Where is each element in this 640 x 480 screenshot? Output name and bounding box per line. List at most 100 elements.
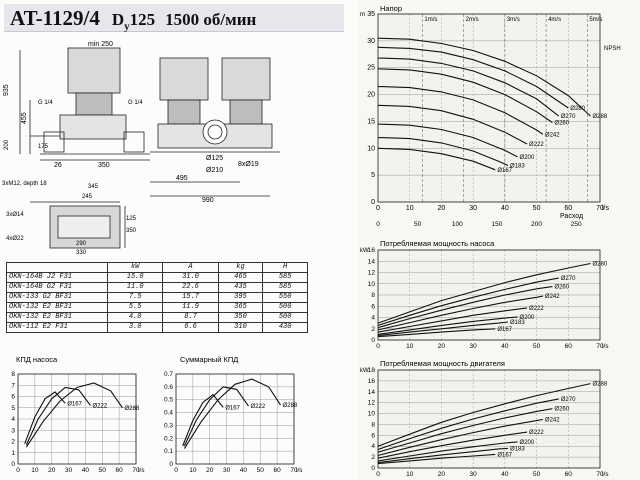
dim-345: 345 xyxy=(88,184,99,190)
spec-cell: 7.5 xyxy=(106,292,164,303)
spec-cell: OKN-164B G2 F31 xyxy=(6,282,108,293)
velocity-label: 4m/s xyxy=(548,17,561,23)
dim-125b: 125 xyxy=(126,216,137,222)
x-tick-label: 10 xyxy=(406,343,414,350)
x-tick-label: 10 xyxy=(406,471,414,478)
dim-min: min 250 xyxy=(88,41,113,48)
curve-label: Ø288 xyxy=(592,382,607,388)
curve-Ø167 xyxy=(377,453,496,465)
x-tick-label: 60 xyxy=(565,471,573,478)
y-tick-label: 6 xyxy=(11,394,15,401)
y-tick-label: 0.1 xyxy=(164,448,173,455)
dim-3x14: 3xØ14 xyxy=(6,212,24,218)
velocity-label: 2m/s xyxy=(466,17,479,23)
spec-cell: 585 xyxy=(262,282,308,293)
y-tick-label: 4 xyxy=(371,443,375,450)
dim-g14-right: G 1/4 xyxy=(128,100,143,106)
y-tick-label: 6 xyxy=(371,303,375,310)
y-tick-label: 18 xyxy=(368,367,376,374)
curve-label: Ø288 xyxy=(283,403,298,409)
dim-330: 330 xyxy=(76,250,87,256)
curve-label: Ø288 xyxy=(125,406,140,412)
dim-290: 290 xyxy=(76,241,87,247)
curve-Ø270 xyxy=(377,277,559,326)
curve-Ø242 xyxy=(377,295,544,331)
x2-tick-label: 0 xyxy=(376,221,380,228)
spec-cell: 435 xyxy=(217,282,264,293)
y-tick-label: 0 xyxy=(371,337,375,344)
curve-Ø288 xyxy=(377,37,591,117)
curve-label: Ø167 xyxy=(225,405,240,411)
plot-frame xyxy=(17,373,137,465)
y-tick-label: 5 xyxy=(371,172,375,179)
curve-label: Ø222 xyxy=(529,142,544,148)
curve-label: Ø167 xyxy=(67,401,82,407)
y-axis-unit: kW xyxy=(360,248,369,254)
y-tick-label: 4 xyxy=(371,315,375,322)
pump-efficiency-chart: 0 10 20 30 40 50 60 70 0 1 2 3 4 5 6 7 8 l/s КПД насоса Ø28… xyxy=(11,355,145,474)
y-tick-label: 0 xyxy=(371,465,375,472)
curve-label: Ø183 xyxy=(510,163,525,169)
x-tick-label: 30 xyxy=(469,205,477,212)
x-tick-label: 70 xyxy=(290,467,298,474)
curve-Ø260 xyxy=(377,68,553,123)
y-tick-label: 7 xyxy=(11,382,15,389)
spec-cell: 5.5 xyxy=(106,302,164,313)
curve-Ø167 xyxy=(24,391,66,444)
curve-label: Ø200 xyxy=(520,155,535,161)
x-tick-label: 30 xyxy=(223,467,231,474)
y-tick-label: 35 xyxy=(367,11,375,18)
x2-axis-label: Расход xyxy=(560,213,583,220)
spec-header-3: kg xyxy=(217,262,264,273)
curve-Ø270 xyxy=(377,57,560,117)
dim-200: 200 xyxy=(4,139,10,150)
y-tick-label: 15 xyxy=(367,118,375,125)
y-tick-label: 0.5 xyxy=(164,397,173,404)
curve-Ø222 xyxy=(183,386,249,447)
spec-cell: 500 xyxy=(262,302,308,313)
dim-935: 935 xyxy=(3,84,10,96)
x-tick-label: 70 xyxy=(596,343,604,350)
dim-350: 350 xyxy=(98,162,110,169)
spec-cell: 465 xyxy=(217,272,264,283)
curve-label: Ø222 xyxy=(529,306,544,312)
datasheet-title: AT-1129/4 Dy125 1500 об/мин xyxy=(4,4,344,32)
y-tick-label: 30 xyxy=(367,38,375,45)
curve-Ø183 xyxy=(377,321,509,337)
chart-title: КПД насоса xyxy=(16,355,58,364)
spec-header-2: A xyxy=(162,262,219,273)
curve-Ø167 xyxy=(377,328,496,338)
spec-cell: 4.0 xyxy=(106,312,164,323)
y-axis-unit: m xyxy=(360,12,365,18)
curve-label: Ø280 xyxy=(592,262,607,268)
curve-Ø288 xyxy=(377,262,591,324)
chart-title: Потребляемая мощность насоса xyxy=(380,239,495,248)
y-tick-label: 10 xyxy=(368,281,376,288)
dim-210: Ø210 xyxy=(206,167,223,174)
y-tick-label: 2 xyxy=(11,439,15,446)
x-tick-label: 0 xyxy=(174,467,178,474)
y-tick-label: 0 xyxy=(371,199,375,206)
x-tick-label: 0 xyxy=(376,343,380,350)
y-tick-label: 0.2 xyxy=(164,435,173,442)
curve-label: Ø270 xyxy=(561,397,576,403)
x-tick-label: 10 xyxy=(406,205,414,212)
y-tick-label: 0.3 xyxy=(164,422,173,429)
dim-455: 455 xyxy=(21,112,28,124)
y-tick-label: 5 xyxy=(11,405,15,412)
y-tick-label: 2 xyxy=(371,454,375,461)
spec-cell: 15.7 xyxy=(162,292,219,303)
curve-label: Ø167 xyxy=(497,168,512,174)
x-tick-label: 70 xyxy=(132,467,140,474)
spec-cell: 31.0 xyxy=(162,272,219,283)
spec-row: OKN-164B J2 F31 15.0 31.0 465 585 xyxy=(6,272,308,283)
dim-26: 26 xyxy=(54,162,62,169)
y-tick-label: 0 xyxy=(11,461,15,468)
dim-g14-left: G 1/4 xyxy=(38,100,53,106)
head-chart: 0 10 20 30 40 50 60 70 0 5 10 15 20 25 30 35 l/s m Напор NP… xyxy=(360,4,621,228)
model-name: AT-1129/4 xyxy=(10,6,100,30)
spec-cell: 3.0 xyxy=(106,322,164,333)
curve-Ø200 xyxy=(377,316,518,335)
x-tick-label: 60 xyxy=(274,467,282,474)
